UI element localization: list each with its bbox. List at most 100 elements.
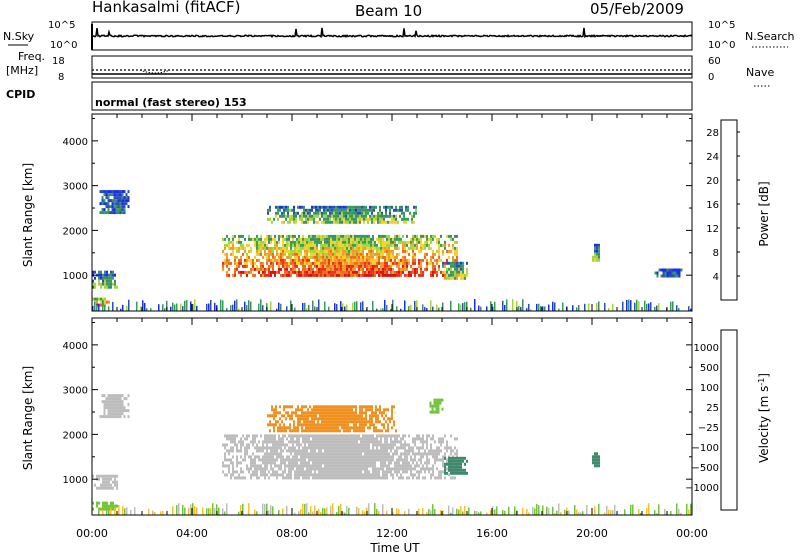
power-cell — [329, 220, 331, 224]
power-cell — [450, 234, 452, 238]
power-cell — [278, 234, 280, 238]
power-cell — [375, 214, 377, 218]
power-cell — [294, 264, 296, 268]
velocity-cell — [268, 476, 270, 480]
power-cell — [340, 234, 342, 238]
power-cell — [267, 217, 269, 221]
velocity-cell — [374, 455, 376, 459]
power-cell — [113, 208, 116, 212]
velocity-cell — [298, 437, 300, 441]
power-cell — [319, 208, 321, 212]
power-cell — [244, 261, 246, 265]
power-cell — [301, 217, 303, 221]
velocity-cell — [325, 408, 327, 412]
velocity-cell — [384, 476, 386, 480]
velocity-cell — [374, 458, 376, 462]
power-cell — [365, 208, 367, 212]
velocity-cell — [398, 470, 400, 474]
power-cell — [302, 264, 304, 268]
power-cell — [303, 211, 305, 215]
velocity-cell — [332, 452, 334, 456]
velocity-cell — [377, 408, 379, 412]
power-cell — [462, 273, 464, 277]
power-cell — [334, 255, 336, 259]
velocity-cell — [350, 476, 352, 480]
power-cell — [416, 234, 418, 238]
velocity-cell — [446, 449, 448, 453]
scatter-cell — [580, 512, 582, 515]
velocity-cell — [298, 434, 300, 438]
power-cell — [408, 240, 410, 244]
velocity-cell — [428, 467, 430, 471]
scatter-cell — [452, 507, 454, 515]
velocity-cell — [406, 443, 408, 447]
velocity-cell — [334, 452, 336, 456]
power-cell — [106, 276, 108, 280]
velocity-cell — [298, 458, 300, 462]
scatter-cell — [336, 512, 338, 515]
power-cell — [416, 240, 418, 244]
velocity-cell — [224, 464, 226, 468]
power-cell — [360, 252, 362, 256]
velocity-cell — [330, 464, 332, 468]
velocity-cell — [440, 437, 442, 441]
velocity-cell — [350, 470, 352, 474]
power-cell — [358, 234, 360, 238]
velocity-cell — [406, 458, 408, 462]
power-cell — [365, 217, 367, 221]
scatter-cell — [630, 300, 632, 311]
velocity-cell — [127, 409, 130, 413]
velocity-cell — [396, 449, 398, 453]
power-cell — [282, 258, 284, 262]
power-cell — [127, 199, 130, 203]
power-cell — [444, 261, 446, 265]
velocity-cell — [460, 459, 462, 463]
velocity-cell — [301, 414, 303, 418]
velocity-cell — [372, 449, 374, 453]
velocity-cell — [414, 455, 416, 459]
velocity-cell — [321, 414, 323, 418]
power-cell — [268, 273, 270, 277]
velocity-cell — [316, 437, 318, 441]
velocity-cell — [327, 408, 329, 412]
velocity-cell — [302, 446, 304, 450]
power-cell — [368, 270, 370, 274]
power-cell — [420, 264, 422, 268]
velocity-cell — [444, 446, 446, 450]
power-cell — [325, 205, 327, 209]
power-cell — [452, 255, 454, 259]
velocity-cell — [101, 415, 104, 419]
scatter-cell — [226, 503, 228, 515]
velocity-cell — [111, 403, 114, 407]
velocity-cell — [291, 414, 293, 418]
velocity-cell — [353, 405, 355, 409]
velocity-cell — [271, 405, 273, 409]
scatter-cell — [146, 308, 148, 311]
velocity-cell — [344, 476, 346, 480]
velocity-cell — [106, 477, 108, 481]
velocity-cell — [318, 470, 320, 474]
power-cell — [411, 220, 413, 224]
scatter-cell — [650, 302, 652, 311]
power-cell — [332, 270, 334, 274]
velocity-cell — [288, 464, 290, 468]
scatter-cell — [108, 509, 110, 515]
velocity-cell — [362, 461, 364, 465]
scatter-cell — [266, 503, 268, 515]
scatter-cell — [456, 508, 458, 515]
power-cell — [270, 252, 272, 256]
velocity-cell — [430, 473, 432, 477]
velocity-cell — [232, 440, 234, 444]
velocity-cell — [266, 464, 268, 468]
power-cell — [382, 249, 384, 253]
power-cell — [280, 273, 282, 277]
scatter-cell — [538, 303, 540, 311]
velocity-cell — [309, 405, 311, 409]
power-cell — [448, 261, 450, 265]
velocity-cell — [438, 440, 440, 444]
velocity-cell — [464, 456, 466, 460]
power-cell — [348, 240, 350, 244]
power-cell — [382, 261, 384, 265]
velocity-cell — [268, 446, 270, 450]
velocity-cell — [363, 405, 365, 409]
